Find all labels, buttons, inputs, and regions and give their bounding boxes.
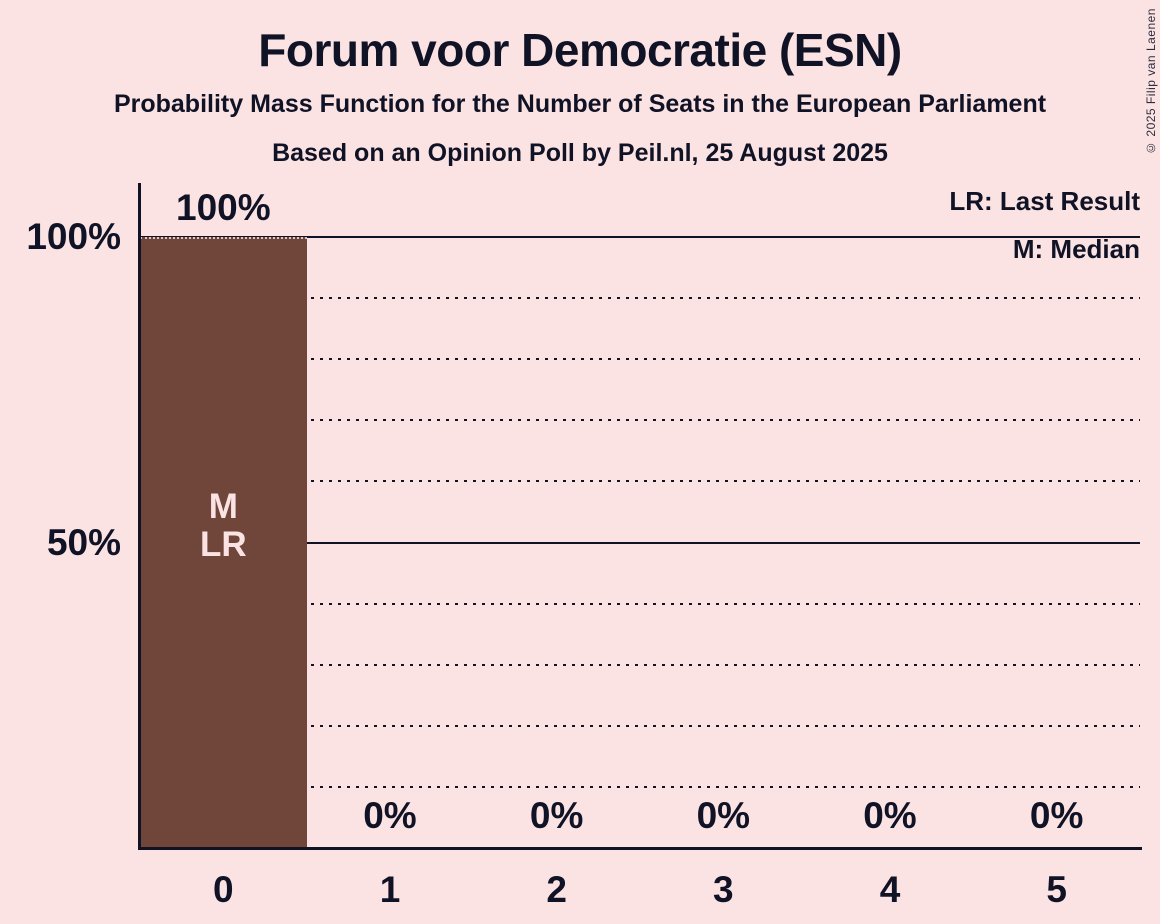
value-label-seats-1: 0% [363,795,417,836]
chart-caption: Based on an Opinion Poll by Peil.nl, 25 … [272,139,888,167]
page-title: Forum voor Democratie (ESN) [258,24,902,76]
x-tick-label-5: 5 [1046,869,1067,910]
bar-annotation-line: M [208,487,238,526]
gridline-40pct [140,602,1140,605]
x-tick-label-3: 3 [713,869,734,910]
y-tick-label-100pct: 100% [26,216,121,257]
gridline-30pct [140,663,1140,666]
value-label-seats-4: 0% [863,795,917,836]
x-axis [138,847,1142,850]
y-tick-label-50pct: 50% [46,521,121,563]
x-tick-label-1: 1 [379,869,401,910]
legend-median-label: M: Median [1012,234,1140,264]
bar-annotation-median-last-result: M LR [140,488,307,564]
gridline-90pct [140,297,1140,300]
x-tick-label-0: 0 [213,869,234,910]
gridline-50pct [140,541,1140,544]
legend-last-result-label: LR: Last Result [949,186,1140,216]
x-tick-label-4: 4 [879,869,901,910]
gridline-10pct [140,785,1140,788]
gridline-80pct [140,358,1140,361]
bar-seats-0 [140,237,307,848]
value-label-seats-0: 100% [176,187,271,228]
value-label-seats-3: 0% [696,795,751,836]
gridline-60pct [140,480,1140,483]
x-tick-label-2: 2 [546,869,567,910]
chart-subtitle: Probability Mass Function for the Number… [113,90,1047,118]
value-label-seats-5: 0% [1029,795,1084,836]
value-label-seats-2: 0% [529,795,584,836]
y-axis [138,183,141,850]
gridline-100pct [140,236,1140,238]
bar-annotation-line: LR [200,525,247,564]
gridline-20pct [140,724,1140,727]
gridline-70pct [140,419,1140,422]
